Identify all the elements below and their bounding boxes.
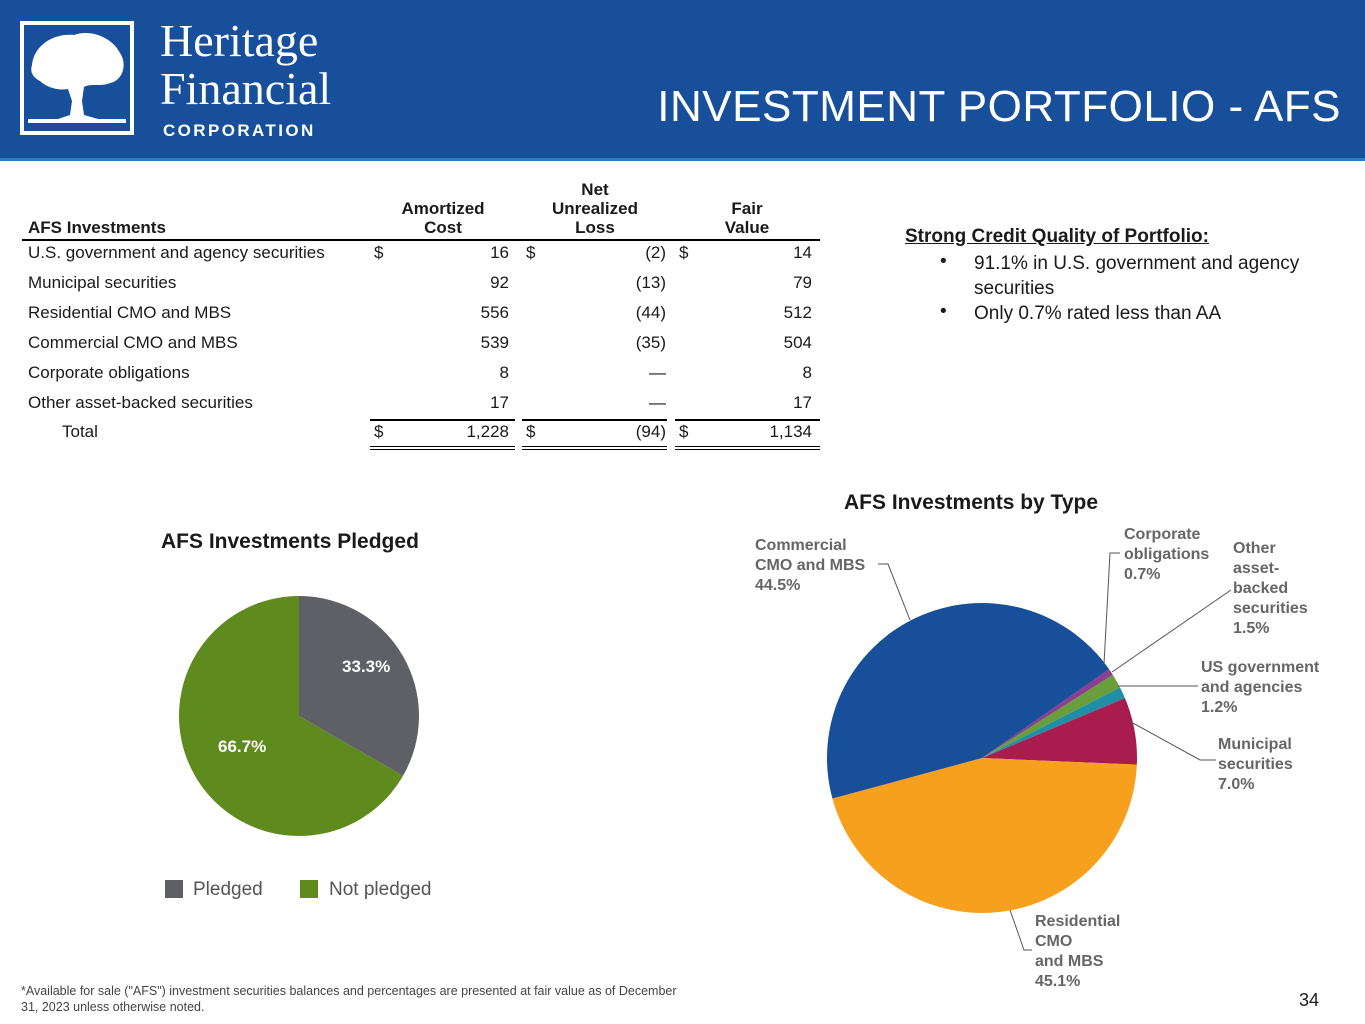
header-banner: Heritage Financial CORPORATION INVESTMEN… bbox=[0, 0, 1365, 161]
label-municipal: Municipal securities 7.0% bbox=[1218, 736, 1293, 793]
legend-label-pledged: Pledged bbox=[193, 879, 263, 900]
table-row-fair: 8 bbox=[802, 363, 812, 382]
total-loss-currency: $ bbox=[526, 422, 536, 441]
table-row-fair-currency: $ bbox=[679, 243, 689, 262]
credit-bullet-2: Only 0.7% rated less than AA bbox=[974, 303, 1222, 324]
table-row-label: Other asset-backed securities bbox=[28, 393, 253, 412]
total-label: Total bbox=[62, 422, 98, 441]
total-cost-currency: $ bbox=[374, 422, 384, 441]
pie-slice-us-government-and-agencies bbox=[982, 687, 1125, 758]
table-row-label: Municipal securities bbox=[28, 273, 177, 292]
table-row-cost: 556 bbox=[480, 303, 509, 322]
table-row-label: U.S. government and agency securities bbox=[28, 243, 325, 262]
legend-label-not-pledged: Not pledged bbox=[329, 879, 432, 900]
pledged-pie-chart bbox=[179, 596, 419, 836]
total-rule-loss bbox=[522, 419, 667, 421]
table-row-label: Corporate obligations bbox=[28, 363, 190, 382]
leader-line bbox=[1009, 909, 1032, 951]
double-rule-fair bbox=[675, 446, 820, 450]
pie-slice-pledged bbox=[299, 596, 419, 776]
legend-swatch-pledged bbox=[165, 880, 183, 898]
table-row-loss: (13) bbox=[635, 273, 666, 292]
label-other-abs: Other asset-backed securities 1.5% bbox=[1233, 540, 1308, 637]
pie-slice-residential-cmo-and-mbs bbox=[832, 758, 1137, 913]
leader-line bbox=[1130, 721, 1216, 761]
table-row-fair: 79 bbox=[793, 273, 812, 292]
bullet-dot-2: • bbox=[940, 301, 947, 322]
credit-bullet-1: 91.1% in U.S. government and agency secu… bbox=[974, 253, 1300, 299]
table-row-fair: 512 bbox=[783, 303, 812, 322]
total-fair: 1,134 bbox=[769, 422, 812, 441]
table-row-loss-currency: $ bbox=[526, 243, 536, 262]
table-row-label: Residential CMO and MBS bbox=[28, 303, 232, 322]
double-rule-loss bbox=[522, 446, 667, 450]
pie-slice-corporate-obligations bbox=[982, 669, 1113, 758]
total-fair-currency: $ bbox=[679, 422, 689, 441]
pie-slice-other-asset-backed-securities bbox=[982, 674, 1121, 758]
pie1-label-not-pledged: 66.7% bbox=[218, 737, 267, 756]
table-row-cost-currency: $ bbox=[374, 243, 384, 262]
page-number: 34 bbox=[1298, 990, 1319, 1010]
table-row-cost: 8 bbox=[499, 363, 509, 382]
leader-line bbox=[878, 563, 911, 621]
table-row-fair: 504 bbox=[783, 333, 812, 352]
pie-slice-municipal-securities bbox=[982, 698, 1137, 765]
double-rule-cost bbox=[370, 446, 515, 450]
tree-icon bbox=[28, 33, 126, 123]
col-header-label: AFS Investments bbox=[28, 218, 166, 237]
table-row-loss: — bbox=[649, 393, 666, 412]
header-rule bbox=[22, 239, 820, 241]
logo-corporation: CORPORATION bbox=[163, 121, 316, 140]
col-header-loss: Net Unrealized Loss bbox=[552, 180, 638, 237]
legend-swatch-not-pledged bbox=[300, 880, 318, 898]
pie-slice-not-pledged bbox=[179, 596, 404, 836]
credit-quality-title: Strong Credit Quality of Portfolio: bbox=[905, 226, 1209, 247]
table-row-loss: (2) bbox=[645, 243, 666, 262]
logo-heritage: Heritage bbox=[160, 15, 319, 66]
table-row-loss: (44) bbox=[635, 303, 666, 322]
pie1-label-pledged: 33.3% bbox=[342, 657, 391, 676]
col-header-fair: Fair Value bbox=[724, 199, 770, 237]
table-row-cost: 92 bbox=[490, 273, 509, 292]
col-header-cost: Amortized Cost bbox=[401, 199, 485, 237]
table-row-fair: 17 bbox=[793, 393, 812, 412]
total-rule-fair bbox=[675, 419, 820, 421]
table-row-cost: 16 bbox=[490, 243, 509, 262]
leader-line bbox=[1103, 552, 1120, 665]
table-row-loss: (35) bbox=[635, 333, 666, 352]
bullet-dot-1: • bbox=[940, 251, 947, 272]
total-loss: (94) bbox=[635, 422, 666, 441]
page-title: INVESTMENT PORTFOLIO - AFS bbox=[657, 82, 1341, 131]
logo-financial: Financial bbox=[160, 63, 332, 114]
label-us-government: US government and agencies 1.2% bbox=[1201, 659, 1320, 716]
footnote: *Available for sale ("AFS") investment s… bbox=[21, 984, 677, 1014]
label-commercial: Commercial CMO and MBS 44.5% bbox=[755, 537, 866, 594]
pie-slice-commercial-cmo-and-mbs bbox=[827, 603, 1110, 799]
total-rule-cost bbox=[370, 419, 515, 421]
table-row-loss: — bbox=[649, 363, 666, 382]
label-corporate: Corporate obligations 0.7% bbox=[1124, 526, 1210, 583]
pledged-chart-title: AFS Investments Pledged bbox=[161, 530, 419, 553]
type-chart-title: AFS Investments by Type bbox=[844, 491, 1099, 514]
logo-tree-icon bbox=[20, 21, 134, 135]
table-row-cost: 539 bbox=[480, 333, 509, 352]
label-residential: Residential CMO and MBS 45.1% bbox=[1035, 913, 1121, 990]
table-row-label: Commercial CMO and MBS bbox=[28, 333, 238, 352]
table-row-fair: 14 bbox=[793, 243, 812, 262]
total-cost: 1,228 bbox=[466, 422, 509, 441]
table-row-cost: 17 bbox=[490, 393, 509, 412]
